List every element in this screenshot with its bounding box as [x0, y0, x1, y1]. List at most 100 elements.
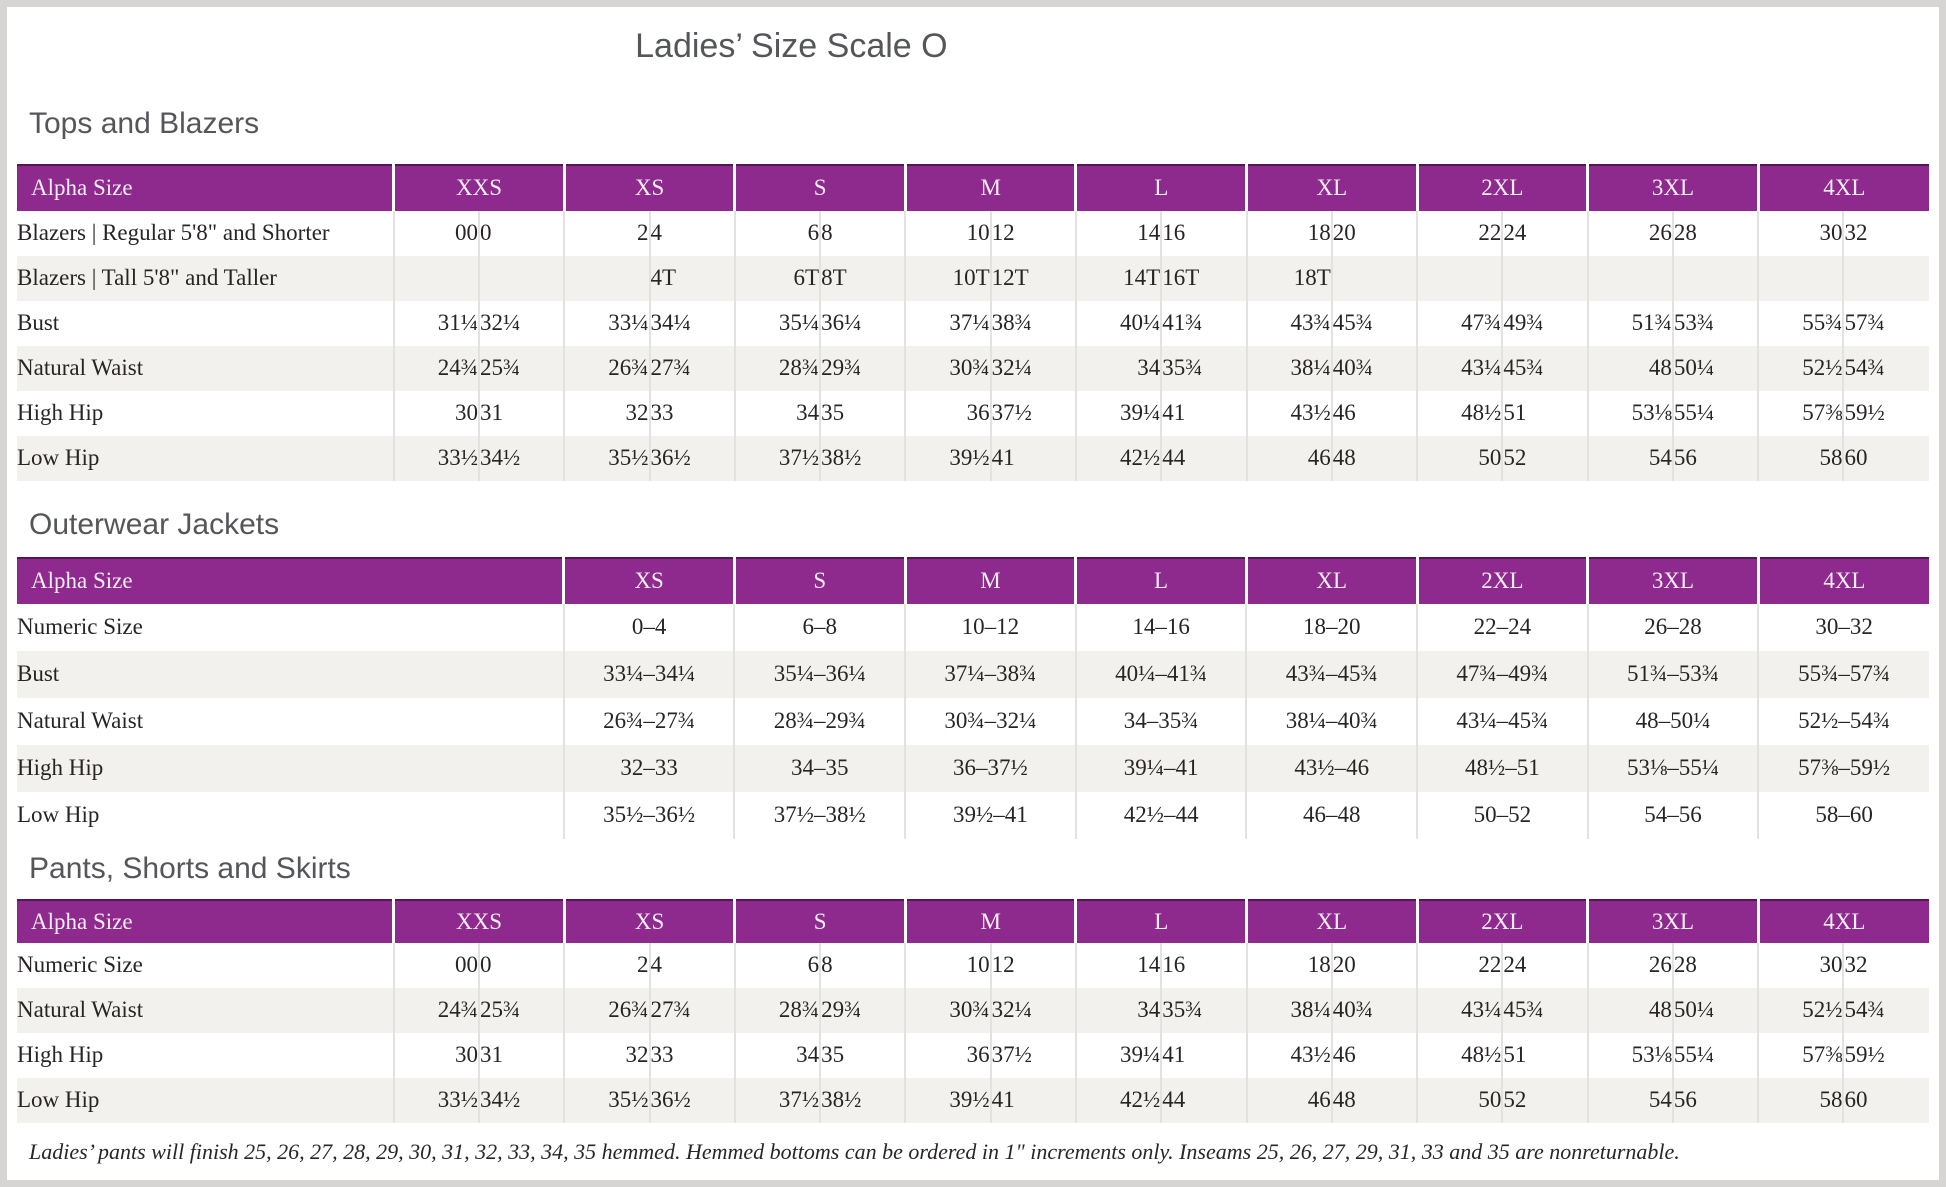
table-row: Numeric Size 0–4 6–8 10–12 14–16 18–20 22–24 26… [17, 603, 1929, 651]
size-value-cell: 34½ [477, 435, 565, 481]
size-column-header: 3XL [1586, 556, 1759, 604]
size-value-cell: 16 [1160, 942, 1247, 988]
size-value-cell: 55¼ [1671, 390, 1759, 436]
size-value-cell: 6T [733, 255, 821, 301]
size-value-cell: 58–60 [1757, 791, 1929, 839]
size-value-cell: 27¾ [648, 345, 735, 391]
size-value-cell: 35¼–36¼ [733, 650, 906, 698]
size-value-cell: 40¾ [1330, 345, 1418, 391]
size-value-cell: 50 [1416, 435, 1503, 481]
size-value-cell: 16T [1160, 255, 1247, 301]
size-value-cell: 10–12 [904, 603, 1076, 651]
size-value-cell: 46 [1245, 1077, 1332, 1123]
size-value-cell: 52½ [1757, 987, 1844, 1033]
row-label: Low Hip [17, 1087, 100, 1112]
size-column-header: XXS [392, 163, 565, 211]
size-value-cell: 28 [1671, 210, 1759, 256]
row-label: Blazers | Regular 5'8" and Shorter [17, 220, 330, 245]
size-value-cell: 41 [989, 1077, 1076, 1123]
size-value-cell: 53⅛–55¼ [1586, 744, 1759, 792]
size-value-cell: 48 [1586, 987, 1673, 1033]
size-value-cell: 57⅜ [1757, 1032, 1844, 1078]
size-value-cell: 43½–46 [1245, 744, 1418, 792]
size-value-cell: 39¼ [1074, 1032, 1162, 1078]
size-value-cell: 48½–51 [1416, 744, 1588, 792]
size-value-cell: 52½–54¾ [1757, 697, 1929, 745]
size-column-header: 3XL [1586, 898, 1759, 943]
alpha-size-header: Alpha Size [17, 163, 394, 211]
size-column-header: S [733, 163, 906, 211]
row-label: Low Hip [17, 445, 100, 470]
size-value-cell: 32 [563, 1032, 650, 1078]
table-row: Bust 33¼–34¼ 35¼–36¼ 37¼–38¾ 40¼–41¾ 43¾–45¾ 4… [17, 650, 1929, 698]
size-value-cell: 41 [1160, 390, 1247, 436]
size-value-cell: 35 [819, 1032, 906, 1078]
size-value-cell: 2 [563, 942, 650, 988]
table-row: Low Hip 33½ 34½ 35½ 36½ 37½ 38½ 39½ 41 42½ 44 46 48 5… [17, 435, 1929, 481]
size-value-cell: 38½ [819, 1077, 906, 1123]
row-label: High Hip [17, 755, 104, 780]
size-value-cell: 36–37½ [904, 744, 1076, 792]
size-value-cell: 46 [1245, 435, 1332, 481]
size-value-cell [1586, 255, 1673, 301]
size-value-cell: 35½–36½ [562, 791, 735, 839]
size-value-cell: 48 [1330, 435, 1418, 481]
size-value-cell: 53⅛ [1586, 390, 1673, 436]
size-value-cell: 54¾ [1842, 987, 1929, 1033]
size-column-header: 4XL [1756, 898, 1929, 943]
size-value-cell: 26¾–27¾ [562, 697, 735, 745]
size-value-cell: 35½ [563, 435, 650, 481]
size-column-header: M [903, 163, 1076, 211]
size-value-cell: 34 [1074, 987, 1162, 1033]
table-row: Numeric Size 00 0 2 4 6 8 10 12 14 16 18 20 22 24 26 28 3… [17, 942, 1929, 988]
size-value-cell: 39¼–41 [1074, 744, 1247, 792]
size-column-header: M [903, 898, 1076, 943]
size-value-cell: 33 [648, 390, 735, 436]
size-value-cell: 32 [563, 390, 650, 436]
size-value-cell: 51¾–53¾ [1586, 650, 1759, 698]
size-value-cell: 53⅛ [1586, 1032, 1673, 1078]
outerwear-jackets-table: Alpha Size XS S M L XL 2XL 3XL 4XL Numeric Size 0–… [17, 556, 1929, 839]
size-value-cell: 37½ [989, 390, 1076, 436]
size-column-header: L [1074, 898, 1247, 943]
size-value-cell: 57¾ [1842, 300, 1929, 346]
size-value-cell: 42½ [1074, 435, 1162, 481]
size-column-header: S [733, 898, 906, 943]
size-value-cell: 40¼ [1074, 300, 1162, 346]
section-title-outerwear: Outerwear Jackets [29, 507, 280, 541]
size-value-cell: 36½ [648, 435, 735, 481]
size-value-cell: 42½ [1074, 1077, 1162, 1123]
size-value-cell: 14 [1074, 210, 1162, 256]
size-column-header: 4XL [1756, 163, 1929, 211]
size-value-cell: 50 [1416, 1077, 1503, 1123]
size-value-cell: 38¾ [989, 300, 1076, 346]
section-pants: Pants, Shorts and Skirts Alpha Size XXS XS… [17, 851, 1929, 1123]
pants-shorts-skirts-table: Alpha Size XXS XS S M L XL 2XL 3XL 4XL Numeric Siz… [17, 898, 1929, 1123]
size-value-cell: 52 [1501, 1077, 1588, 1123]
size-value-cell: 22 [1416, 942, 1503, 988]
size-value-cell: 59½ [1842, 1032, 1929, 1078]
size-value-cell: 43½ [1245, 1032, 1332, 1078]
size-value-cell: 41¾ [1160, 300, 1247, 346]
size-value-cell: 4 [648, 210, 735, 256]
size-value-cell: 34–35¾ [1074, 697, 1247, 745]
size-value-cell: 41 [989, 435, 1076, 481]
size-value-cell: 33½ [392, 1077, 479, 1123]
size-value-cell: 60 [1842, 435, 1929, 481]
size-value-cell: 48 [1330, 1077, 1418, 1123]
size-value-cell: 30 [1757, 210, 1844, 256]
table-row: Low Hip 33½ 34½ 35½ 36½ 37½ 38½ 39½ 41 42½ 44 46 48 5… [17, 1077, 1929, 1123]
size-value-cell: 29¾ [819, 987, 906, 1033]
size-value-cell: 18–20 [1245, 603, 1418, 651]
size-value-cell: 55¾ [1757, 300, 1844, 346]
size-value-cell: 18 [1245, 210, 1332, 256]
size-value-cell: 10 [904, 942, 991, 988]
table-row: Bust 31¼ 32¼ 33¼ 34¼ 35¼ 36¼ 37¼ 38¾ 40¼ 41¾ 43¾ 45¾… [17, 300, 1929, 346]
size-value-cell: 0 [477, 942, 565, 988]
size-value-cell: 22–24 [1416, 603, 1588, 651]
size-column-header: XL [1244, 556, 1418, 604]
row-label: High Hip [17, 400, 104, 425]
size-value-cell: 12 [989, 210, 1076, 256]
size-value-cell: 30 [1757, 942, 1844, 988]
size-value-cell: 43¾–45¾ [1245, 650, 1418, 698]
